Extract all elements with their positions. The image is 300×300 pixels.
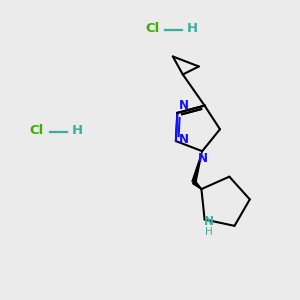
Text: H: H (205, 227, 212, 238)
Text: N: N (198, 152, 208, 165)
Polygon shape (192, 151, 202, 183)
Polygon shape (193, 181, 201, 189)
Text: N: N (179, 133, 189, 146)
Text: H: H (71, 124, 82, 137)
Text: N: N (179, 99, 189, 112)
Text: Cl: Cl (30, 124, 44, 137)
Text: N: N (204, 215, 214, 228)
Text: H: H (186, 22, 198, 35)
Text: Cl: Cl (145, 22, 159, 35)
